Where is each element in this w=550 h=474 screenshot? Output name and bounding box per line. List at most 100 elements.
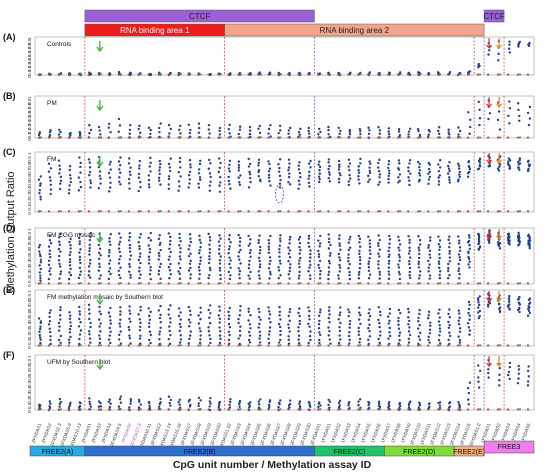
data-point xyxy=(239,305,242,308)
data-point xyxy=(287,314,290,318)
data-point xyxy=(267,173,271,177)
data-point xyxy=(508,100,511,103)
data-point xyxy=(427,161,430,165)
control-point xyxy=(499,282,502,285)
data-point xyxy=(239,262,242,265)
data-point xyxy=(107,126,110,129)
data-point xyxy=(269,234,272,238)
data-point xyxy=(77,276,81,280)
control-point xyxy=(99,210,102,213)
control-point xyxy=(287,282,290,285)
data-point xyxy=(348,162,352,165)
control-point xyxy=(367,210,370,213)
control-point xyxy=(467,282,470,285)
data-point xyxy=(399,71,402,74)
control-point xyxy=(197,210,200,213)
data-point xyxy=(507,114,510,118)
data-point xyxy=(317,255,321,259)
data-point xyxy=(49,256,52,259)
data-point xyxy=(227,252,230,255)
control-point xyxy=(57,282,61,285)
data-point xyxy=(427,244,431,247)
data-point xyxy=(157,273,160,276)
data-point xyxy=(348,168,351,172)
data-point xyxy=(476,297,480,300)
data-point xyxy=(227,317,231,321)
control-point xyxy=(367,282,370,285)
control-point xyxy=(99,408,102,411)
control-point xyxy=(257,136,260,139)
data-point xyxy=(39,182,42,185)
data-point xyxy=(237,164,241,167)
data-point xyxy=(147,338,151,342)
data-point xyxy=(108,237,111,240)
data-point xyxy=(39,267,42,271)
data-point xyxy=(317,405,320,409)
data-point xyxy=(258,341,262,344)
control-point xyxy=(317,408,320,411)
data-point xyxy=(77,176,81,179)
control-point xyxy=(399,344,402,347)
data-point xyxy=(438,330,442,333)
data-point xyxy=(228,277,232,281)
data-point xyxy=(87,158,91,161)
control-point xyxy=(479,408,482,411)
control-point xyxy=(259,344,262,347)
data-point xyxy=(198,249,201,252)
data-point xyxy=(208,239,212,242)
data-point xyxy=(348,273,351,277)
data-point xyxy=(88,400,91,404)
data-point xyxy=(107,311,111,314)
data-point xyxy=(518,295,521,299)
data-point xyxy=(458,246,462,249)
data-point xyxy=(368,171,372,175)
data-point xyxy=(248,125,252,129)
data-point xyxy=(147,262,151,265)
data-point xyxy=(388,334,392,338)
control-point xyxy=(357,344,360,347)
data-point xyxy=(267,160,270,163)
data-point xyxy=(297,130,301,134)
control-point xyxy=(227,408,230,411)
data-point xyxy=(298,241,302,245)
data-point xyxy=(258,334,262,337)
data-point xyxy=(159,262,162,266)
data-point xyxy=(438,256,441,260)
control-point xyxy=(79,210,82,213)
data-point xyxy=(277,341,281,344)
data-point xyxy=(438,334,441,337)
data-point xyxy=(88,174,91,177)
control-point xyxy=(167,210,170,213)
data-point xyxy=(108,262,111,265)
panel-letter: (C) xyxy=(3,147,16,157)
data-point xyxy=(117,160,121,163)
data-point xyxy=(328,400,332,403)
data-point xyxy=(458,258,462,262)
data-point xyxy=(259,249,262,252)
data-point xyxy=(78,305,81,309)
control-point xyxy=(506,73,510,76)
data-point xyxy=(347,404,350,407)
data-point xyxy=(397,319,400,323)
data-point xyxy=(297,326,300,329)
data-point xyxy=(249,248,252,252)
data-point xyxy=(368,169,372,172)
data-point xyxy=(47,263,51,267)
control-point xyxy=(337,73,340,76)
data-point xyxy=(288,255,292,259)
data-point xyxy=(169,317,172,320)
data-point xyxy=(187,248,190,251)
control-point xyxy=(339,210,342,213)
data-point xyxy=(48,327,51,330)
data-point xyxy=(249,313,252,317)
data-point xyxy=(467,391,471,395)
data-point xyxy=(476,232,480,236)
data-point xyxy=(119,310,122,313)
data-point xyxy=(78,266,82,270)
data-point xyxy=(397,327,401,330)
control-point xyxy=(499,136,502,139)
data-point xyxy=(247,274,250,277)
data-point xyxy=(247,402,250,405)
data-point xyxy=(408,333,412,337)
data-point xyxy=(239,325,242,328)
